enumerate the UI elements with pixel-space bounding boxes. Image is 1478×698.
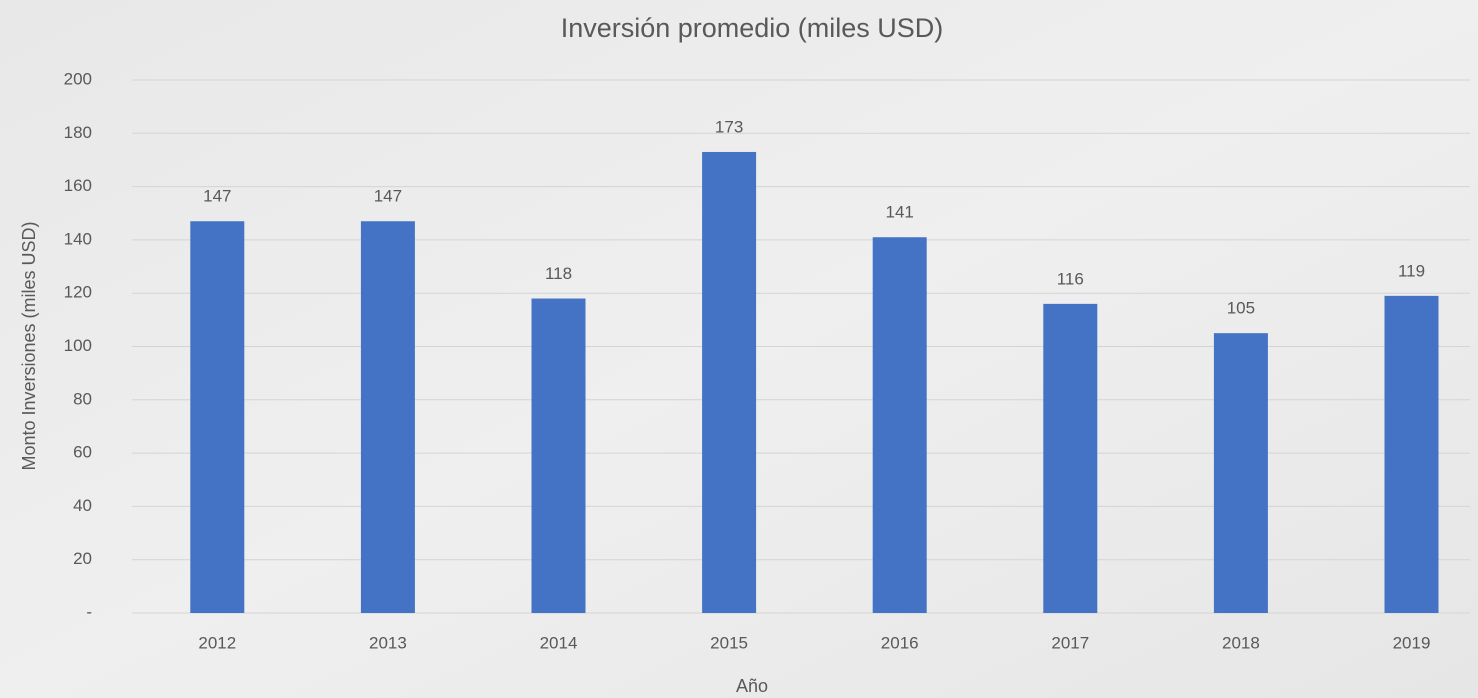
y-tick-label: 120	[64, 283, 92, 302]
data-label: 173	[715, 117, 743, 136]
bar	[531, 298, 586, 613]
x-tick-label: 2012	[198, 633, 236, 652]
data-label: 116	[1057, 269, 1084, 288]
y-axis-title: Monto Inversiones (miles USD)	[19, 221, 39, 470]
y-tick-label: 40	[73, 496, 92, 515]
bar	[1043, 303, 1098, 613]
data-label: 147	[203, 187, 231, 206]
data-label: 105	[1227, 299, 1255, 318]
x-tick-label: 2013	[369, 633, 407, 652]
bar	[1213, 333, 1268, 613]
y-tick-label: 180	[64, 123, 92, 142]
y-tick-label: -	[86, 602, 92, 621]
data-label: 118	[545, 264, 572, 283]
y-tick-label: 160	[64, 176, 92, 195]
x-tick-label: 2014	[540, 633, 578, 652]
y-tick-label: 60	[73, 443, 92, 462]
bar	[872, 237, 927, 614]
y-tick-label: 140	[64, 229, 92, 248]
x-tick-label: 2017	[1051, 633, 1089, 652]
x-tick-label: 2019	[1393, 633, 1431, 652]
bar	[360, 221, 415, 613]
y-tick-label: 200	[64, 69, 92, 88]
data-label: 119	[1398, 261, 1425, 280]
bar	[1384, 295, 1439, 613]
y-tick-label: 20	[73, 549, 92, 568]
bar	[190, 221, 245, 613]
x-tick-label: 2015	[710, 633, 748, 652]
data-label: 147	[374, 187, 402, 206]
x-axis-title: Año	[736, 676, 768, 696]
x-tick-label: 2018	[1222, 633, 1260, 652]
y-tick-label: 80	[73, 389, 92, 408]
x-tick-label: 2016	[881, 633, 919, 652]
y-tick-label: 100	[64, 336, 92, 355]
bar	[702, 151, 757, 613]
chart-title: Inversión promedio (miles USD)	[561, 13, 944, 43]
data-label: 141	[886, 203, 914, 222]
